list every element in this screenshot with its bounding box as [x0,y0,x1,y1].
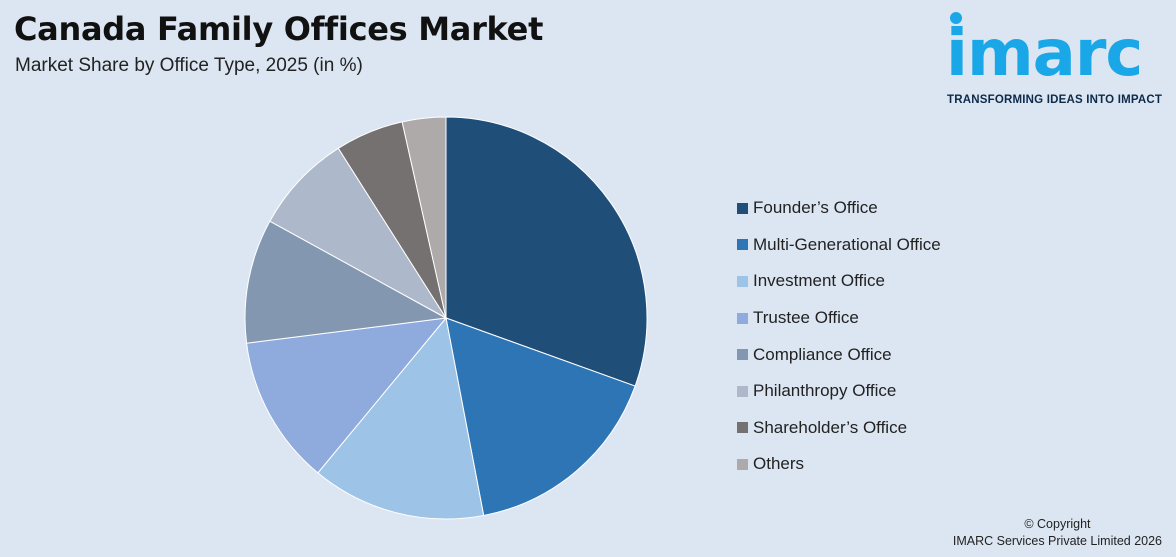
legend-item: Investment Office [737,263,941,300]
legend-swatch [737,349,748,361]
pie-slice-philanthropy-office [269,147,447,319]
copyright-company: IMARC Services Private Limited 2026 [952,534,1162,548]
legend-label: Compliance Office [753,344,892,364]
legend-item: Trustee Office [737,300,941,337]
legend-swatch [737,385,748,397]
legend-label: Multi-Generational Office [753,234,941,254]
chart-subtitle: Market Share by Office Type, 2025 (in %) [15,55,363,76]
legend-swatch [737,422,748,434]
legend-label: Others [753,454,805,474]
legend-label: Investment Office [753,271,885,291]
logo-tagline: TRANSFORMING IDEAS INTO IMPACT [947,94,1163,106]
legend-item: Others [737,446,941,483]
pie-slice-investment-office [317,316,485,520]
pie-slice-compliance-office [244,220,448,344]
legend-item: Multi-Generational Office [737,227,941,264]
legend-label: Shareholder’s Office [753,417,908,437]
legend-label: Philanthropy Office [753,381,897,401]
pie-slice-trustee-office [246,317,448,474]
copyright-notice: © Copyright IMARC Services Private Limit… [953,516,1162,550]
legend-swatch [737,312,748,324]
legend-swatch [737,202,748,214]
legend-item: Compliance Office [737,336,941,373]
pie-slice-others [401,116,447,319]
legend-item: Philanthropy Office [737,373,941,410]
chart-legend: Founder’s Office Multi-Generational Offic… [737,190,941,483]
pie-slice-multi-generational-office [445,317,636,517]
legend-label: Trustee Office [753,308,859,328]
imarc-logo: imarc TRANSFORMING IDEAS INTO IMPACT [946,10,1170,110]
copyright-line: © Copyright [1024,517,1091,531]
legend-swatch [737,239,748,251]
pie-slice-founder-s-office [445,116,648,387]
legend-label: Founder’s Office [753,198,878,218]
legend-swatch [737,458,748,470]
legend-item: Shareholder’s Office [737,410,941,447]
legend-swatch [737,275,748,287]
chart-title: Canada Family Offices Market [14,10,544,48]
logo-dot-icon [950,12,962,24]
legend-item: Founder’s Office [737,190,941,227]
logo-wordmark: imarc [946,17,1143,91]
